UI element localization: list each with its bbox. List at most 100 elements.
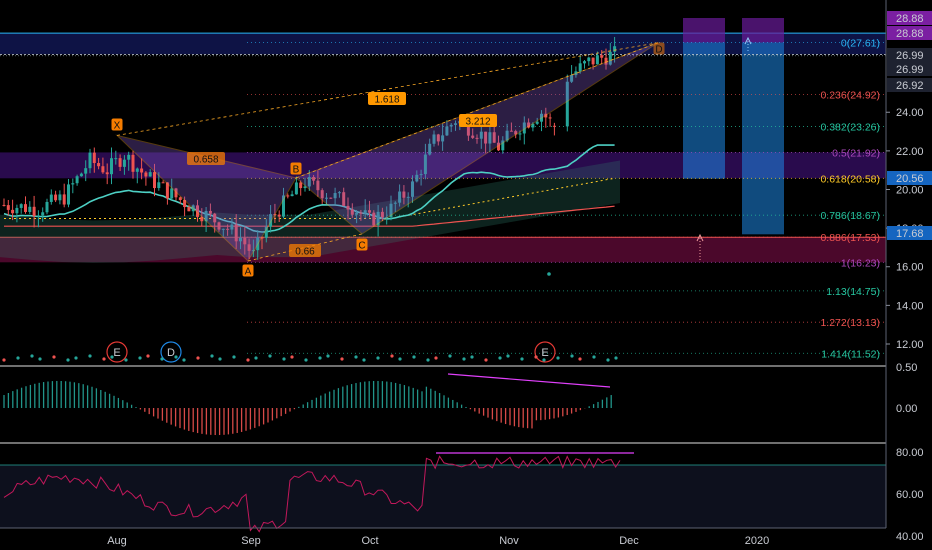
price-badge-bg bbox=[887, 62, 932, 76]
candle bbox=[24, 196, 27, 214]
volume-dot bbox=[196, 356, 200, 360]
price-badge-bg bbox=[887, 11, 932, 25]
candle bbox=[127, 151, 131, 171]
candle bbox=[337, 190, 341, 198]
candle-body bbox=[449, 124, 453, 127]
time-tick-label: 2020 bbox=[745, 535, 769, 547]
rsi-line bbox=[3, 455, 621, 533]
pattern-point-d: D bbox=[653, 42, 665, 56]
candle bbox=[385, 206, 389, 225]
volume-dot bbox=[520, 357, 524, 361]
candle-body bbox=[88, 152, 92, 169]
candle-body bbox=[221, 228, 225, 230]
candle bbox=[234, 214, 238, 249]
volume-dot bbox=[124, 358, 128, 362]
candle bbox=[531, 122, 535, 132]
candle bbox=[243, 226, 247, 255]
candle-body bbox=[574, 71, 578, 76]
candle-body bbox=[363, 210, 367, 214]
price-badge-label: 17.68 bbox=[896, 228, 924, 240]
candle bbox=[509, 122, 513, 132]
candle bbox=[587, 56, 591, 66]
pattern-ratio-label: 3.212 bbox=[465, 117, 490, 128]
candle bbox=[122, 155, 126, 175]
candle-body bbox=[492, 132, 496, 143]
candle bbox=[355, 209, 359, 224]
candle-body bbox=[204, 210, 208, 222]
candle bbox=[221, 228, 225, 237]
candle bbox=[256, 230, 260, 260]
candle-body bbox=[540, 113, 543, 122]
candle-body bbox=[290, 194, 294, 197]
candle bbox=[36, 210, 40, 228]
candle-body bbox=[488, 132, 492, 144]
candle-body bbox=[200, 216, 204, 222]
candle bbox=[548, 113, 552, 127]
candle-body bbox=[153, 172, 156, 189]
candle bbox=[118, 154, 122, 172]
volume-dot bbox=[110, 355, 114, 359]
candle bbox=[67, 178, 70, 208]
volume-dot bbox=[66, 358, 70, 362]
fib-level-label: 1(16.23) bbox=[841, 257, 880, 269]
fib-level-label: 1.272(13.13) bbox=[820, 317, 880, 329]
candle bbox=[28, 201, 32, 215]
projection-box-2 bbox=[742, 42, 784, 235]
price-badge-label: 28.88 bbox=[896, 28, 924, 40]
projection-box-top-1 bbox=[683, 18, 725, 43]
event-marker: D bbox=[160, 341, 182, 363]
osc-tick-label: 0.50 bbox=[896, 362, 917, 374]
price-badge: 28.88 bbox=[887, 11, 932, 25]
candle-body bbox=[165, 182, 169, 199]
candle bbox=[208, 203, 212, 217]
volume-dot bbox=[462, 357, 466, 361]
candle bbox=[307, 170, 311, 191]
candle bbox=[445, 120, 449, 136]
candle-body bbox=[15, 207, 19, 214]
xd-line bbox=[116, 42, 659, 136]
pattern-ratio-label: 0.658 bbox=[193, 155, 218, 166]
candle-body bbox=[518, 133, 522, 135]
volume-dot bbox=[534, 355, 538, 359]
candle-body bbox=[393, 202, 397, 204]
volume-dot bbox=[484, 358, 488, 362]
candle-body bbox=[75, 176, 79, 184]
candle bbox=[97, 157, 101, 170]
candle-body bbox=[587, 57, 591, 62]
volume-dot bbox=[218, 357, 222, 361]
candle bbox=[522, 116, 526, 145]
candle bbox=[574, 66, 578, 78]
price-tick-label: 12.00 bbox=[896, 339, 924, 351]
volume-dot bbox=[138, 356, 142, 360]
candle-body bbox=[269, 214, 273, 227]
pattern-layer: X A B C D 0.658 0.66 1.618 3.212 bbox=[111, 36, 752, 278]
pattern-ratio: 0.658 bbox=[187, 152, 225, 166]
candle bbox=[441, 124, 445, 151]
pattern-point-b: B bbox=[290, 162, 302, 176]
candle-body bbox=[497, 142, 500, 151]
event-marker-circle bbox=[106, 341, 128, 363]
candle bbox=[411, 175, 414, 203]
volume-dot bbox=[210, 354, 214, 358]
volume-dot bbox=[102, 357, 106, 361]
candle-body bbox=[157, 182, 161, 189]
candle-body bbox=[45, 201, 49, 213]
event-marker-label: E bbox=[113, 347, 120, 359]
pattern-point-bg bbox=[242, 264, 254, 277]
candle-body bbox=[583, 61, 586, 64]
pattern-ratio: 3.212 bbox=[459, 114, 497, 128]
candle-body bbox=[32, 206, 36, 217]
volume-dot bbox=[88, 354, 92, 358]
candle bbox=[101, 157, 105, 174]
candle bbox=[552, 122, 556, 136]
candle-body bbox=[273, 214, 277, 216]
candle-body bbox=[454, 123, 457, 125]
candle bbox=[604, 48, 608, 70]
candle-body bbox=[19, 204, 23, 208]
candle-body bbox=[475, 137, 479, 139]
rsi-pane bbox=[0, 442, 886, 533]
candle-body bbox=[565, 81, 569, 127]
candle-body bbox=[432, 134, 436, 144]
